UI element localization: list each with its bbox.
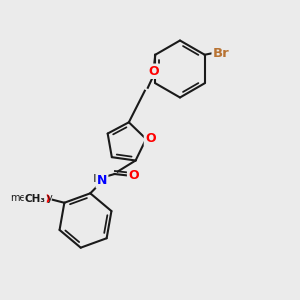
Text: O: O [40, 193, 50, 206]
Text: O: O [148, 65, 159, 78]
Text: CH₃: CH₃ [25, 194, 46, 204]
Text: O: O [145, 133, 156, 146]
Text: H: H [94, 173, 103, 184]
Text: methoxy: methoxy [10, 193, 53, 203]
Text: O: O [128, 169, 139, 182]
Text: Br: Br [213, 47, 230, 60]
Text: N: N [97, 174, 107, 188]
